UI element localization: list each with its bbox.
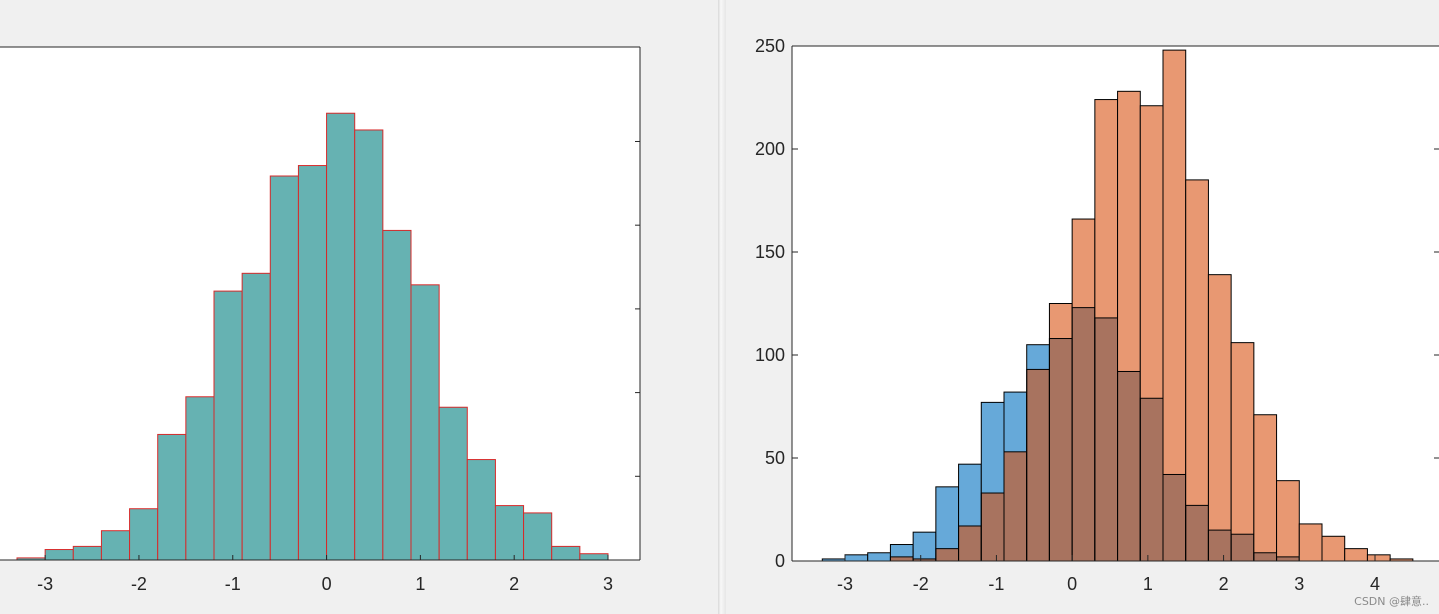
right-histogram-overlap-bar bbox=[1049, 338, 1073, 561]
right-histogram-overlap-bar bbox=[890, 556, 914, 561]
right-histogram-visible-bar bbox=[1299, 523, 1322, 561]
right-y-tick-label: 150 bbox=[755, 242, 785, 262]
right-x-tick-label: -2 bbox=[913, 574, 929, 594]
right-histogram-overlap-bar bbox=[1004, 451, 1027, 561]
right-histogram-overlap-bar bbox=[1231, 534, 1254, 561]
right-histogram-overlap-bar bbox=[1253, 552, 1277, 561]
right-histogram-overlap-bar bbox=[1276, 556, 1300, 561]
left-histogram-bar bbox=[494, 505, 525, 561]
right-histogram-overlap-bar bbox=[1117, 371, 1141, 561]
right-histogram-visible-bar bbox=[867, 552, 891, 561]
right-histogram-overlap-bar bbox=[1072, 307, 1095, 561]
right-histogram-overlap-bar bbox=[958, 525, 982, 561]
right-x-tick-label: 0 bbox=[1067, 574, 1077, 594]
right-histogram-visible-bar bbox=[1322, 536, 1345, 561]
right-histogram-overlap-bar bbox=[1094, 317, 1118, 561]
right-x-tick-label: 2 bbox=[1219, 574, 1229, 594]
right-histogram-visible-bar bbox=[935, 486, 959, 561]
right-y-tick-label: 0 bbox=[775, 551, 785, 571]
csdn-watermark: CSDN @肆意.. bbox=[1354, 595, 1429, 608]
figure-window-divider bbox=[718, 0, 726, 614]
left-x-tick-label: 2 bbox=[509, 574, 519, 594]
left-histogram-bar bbox=[129, 508, 159, 561]
left-histogram-bar bbox=[410, 284, 440, 561]
right-x-tick-label: 4 bbox=[1370, 574, 1380, 594]
right-histogram-visible-bar bbox=[1231, 342, 1254, 561]
right-histogram-visible-bar bbox=[1344, 548, 1368, 561]
right-x-tick-label: -1 bbox=[988, 574, 1004, 594]
right-histogram-visible-bar bbox=[1253, 414, 1277, 561]
right-histogram-overlap-bar bbox=[935, 548, 959, 561]
right-histogram-visible-bar bbox=[1367, 554, 1391, 561]
right-histogram-visible-bar bbox=[845, 554, 868, 561]
right-histogram-visible-bar bbox=[1276, 480, 1300, 561]
left-histogram-bar bbox=[354, 129, 384, 561]
right-histogram-overlap-bar bbox=[913, 558, 936, 561]
left-histogram-bar bbox=[523, 512, 553, 561]
left-histogram-bar bbox=[185, 396, 215, 561]
right-histogram-visible-bar bbox=[1185, 179, 1209, 561]
right-histogram-overlap-bar bbox=[1163, 474, 1186, 561]
left-x-tick-label: 0 bbox=[322, 574, 332, 594]
right-histogram-overlap-bar bbox=[1026, 369, 1050, 561]
right-x-tick-label: 1 bbox=[1143, 574, 1153, 594]
left-x-tick-label: -3 bbox=[37, 574, 53, 594]
right-x-tick-label: 3 bbox=[1294, 574, 1304, 594]
left-x-tick-label: 3 bbox=[603, 574, 613, 594]
left-histogram-bar bbox=[297, 165, 328, 561]
right-x-tick-label: -3 bbox=[837, 574, 853, 594]
left-histogram-bar bbox=[466, 459, 496, 561]
right-histogram-visible-bar bbox=[1208, 274, 1232, 561]
right-histogram-visible-bar bbox=[1390, 558, 1413, 561]
left-histogram-chart: -3 -2 -1 0 1 2 3 bbox=[0, 46, 641, 594]
right-histogram-overlap-bar bbox=[1185, 505, 1209, 561]
right-histogram-visible-bar bbox=[822, 558, 845, 561]
left-x-tick-label: 1 bbox=[415, 574, 425, 594]
right-histogram-overlap-bar bbox=[981, 493, 1004, 561]
right-histogram-overlap-bar bbox=[1140, 398, 1163, 561]
right-histogram-overlap-bar bbox=[1208, 530, 1232, 561]
left-histogram-bar bbox=[241, 272, 271, 561]
left-x-tick-label: -2 bbox=[131, 574, 147, 594]
right-y-tick-label: 250 bbox=[755, 36, 785, 56]
right-y-tick-label: 200 bbox=[755, 139, 785, 159]
right-y-tick-label: 100 bbox=[755, 345, 785, 365]
right-histogram-visible-bar bbox=[913, 532, 936, 561]
right-histogram-visible-bar bbox=[1163, 50, 1186, 562]
right-y-tick-label: 50 bbox=[765, 448, 785, 468]
left-x-tick-label: -1 bbox=[225, 574, 241, 594]
